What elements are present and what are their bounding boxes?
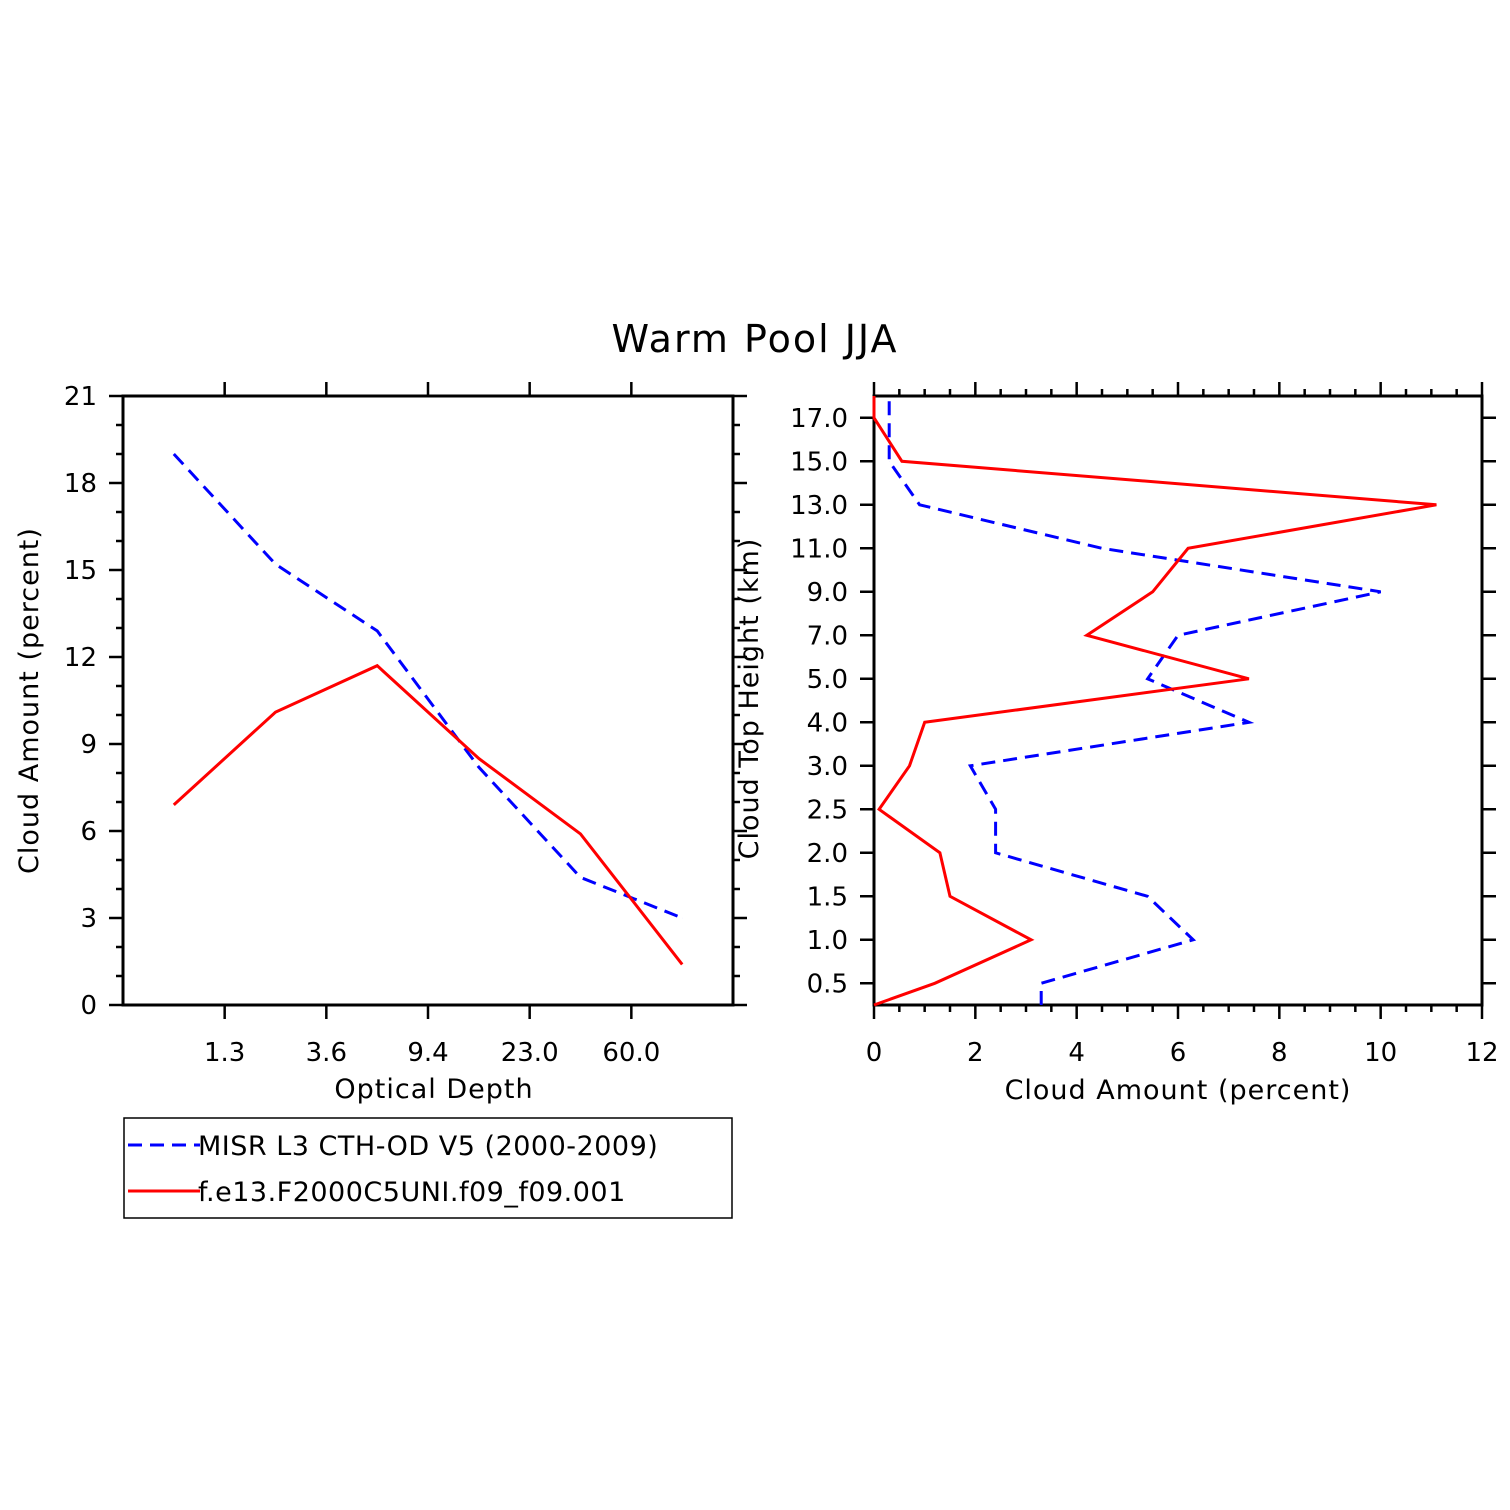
right-x-tick-label: 10 — [1364, 1038, 1397, 1068]
right-x-tick-label: 0 — [866, 1038, 883, 1068]
right-series-line-1 — [872, 396, 1437, 1007]
right-series-line-0 — [887, 396, 1382, 1005]
right-x-axis-label: Cloud Amount (percent) — [1005, 1075, 1352, 1106]
left-y-tick-label: 15 — [64, 556, 97, 586]
left-x-tick-label: 1.3 — [204, 1038, 245, 1068]
legend: MISR L3 CTH-OD V5 (2000-2009) f.e13.F200… — [123, 1117, 733, 1219]
left-y-tick-label: 0 — [80, 991, 97, 1021]
right-y-tick-label: 9.0 — [807, 578, 848, 608]
left-y-tick-label: 6 — [80, 817, 97, 847]
right-y-tick-label: 2.0 — [807, 839, 848, 869]
right-y-tick-label: 17.0 — [790, 404, 848, 434]
right-x-tick-label: 4 — [1068, 1038, 1085, 1068]
right-x-tick-label: 8 — [1271, 1038, 1288, 1068]
right-y-tick-label: 3.0 — [807, 752, 848, 782]
right-y-axis-label: Cloud Top Height (km) — [734, 538, 765, 860]
legend-label-model: f.e13.F2000C5UNI.f09_f09.001 — [198, 1177, 626, 1208]
right-y-tick-label: 0.5 — [807, 969, 848, 999]
right-y-tick-label: 13.0 — [790, 491, 848, 521]
left-x-tick-label: 9.4 — [407, 1038, 448, 1068]
right-x-tick-label: 12 — [1465, 1038, 1498, 1068]
chart-title: Warm Pool JJA — [612, 317, 899, 361]
right-y-tick-label: 5.0 — [807, 665, 848, 695]
left-y-tick-label: 18 — [64, 469, 97, 499]
left-panel-optical-depth: 0 3 6 9 12 15 18 21 1.3 3.6 9.4 23.0 60.0 Optical Dep… — [14, 382, 747, 1105]
legend-box — [123, 1117, 733, 1219]
right-y-tick-label: 4.0 — [807, 708, 848, 738]
right-y-tick-label: 1.0 — [807, 926, 848, 956]
left-y-tick-label: 21 — [64, 382, 97, 412]
right-x-tick-label: 6 — [1170, 1038, 1187, 1068]
right-y-tick-label: 15.0 — [790, 447, 848, 477]
left-series-line-0 — [172, 452, 683, 920]
left-x-tick-label: 60.0 — [602, 1038, 660, 1068]
left-x-axis-label: Optical Depth — [334, 1074, 533, 1105]
left-y-axis-label: Cloud Amount (percent) — [14, 527, 45, 874]
left-y-tick-label: 3 — [80, 904, 97, 934]
right-x-tick-label: 2 — [967, 1038, 984, 1068]
left-series-line-1 — [172, 663, 684, 966]
left-x-tick-label: 23.0 — [501, 1038, 559, 1068]
left-y-tick-label: 9 — [80, 730, 97, 760]
left-x-tick-label: 3.6 — [306, 1038, 347, 1068]
right-panel-cloud-top-height: 0 2 4 6 8 10 12 0.5 1.0 1.5 2.0 2.5 3.0 4.0 5.0 7.0 9.0 1… — [734, 382, 1499, 1106]
right-plot-frame — [872, 394, 1484, 1007]
right-y-tick-label: 1.5 — [807, 882, 848, 912]
legend-label-misr: MISR L3 CTH-OD V5 (2000-2009) — [198, 1131, 658, 1162]
right-y-tick-label: 7.0 — [807, 621, 848, 651]
right-y-tick-label: 2.5 — [807, 795, 848, 825]
right-y-tick-label: 11.0 — [790, 534, 848, 564]
left-y-tick-label: 12 — [64, 643, 97, 673]
